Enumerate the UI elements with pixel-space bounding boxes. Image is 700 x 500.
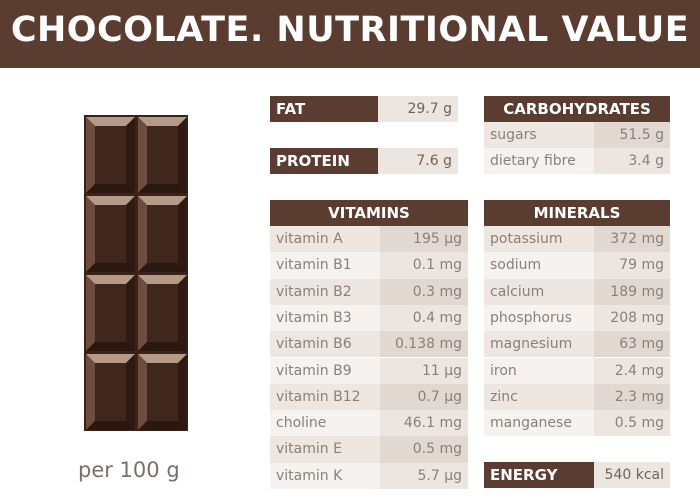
bar-part — [86, 342, 135, 351]
row-value: 0.1 mg — [380, 252, 468, 279]
row-label: potassium — [484, 226, 594, 253]
bar-part — [138, 263, 187, 272]
bar-part — [178, 196, 187, 272]
table-title: MINERALS — [484, 200, 670, 226]
box-value: 7.6 g — [378, 148, 458, 174]
row-label: calcium — [484, 278, 594, 305]
title: CHOCOLATE. NUTRITIONAL VALUE — [10, 10, 690, 50]
bar-part — [86, 117, 135, 126]
row-value: 63 mg — [594, 331, 670, 358]
row-label: sodium — [484, 252, 594, 279]
bar-part — [147, 126, 178, 184]
bar-part — [138, 354, 147, 430]
row-value: 195 µg — [380, 226, 468, 253]
row-value: 0.4 mg — [380, 304, 468, 332]
bar-part — [138, 354, 187, 363]
bar-part — [126, 354, 135, 430]
row-label: vitamin B9 — [270, 357, 380, 384]
row-label: vitamin B2 — [270, 278, 380, 305]
row-value: 189 mg — [594, 278, 670, 305]
bar-part — [86, 275, 95, 351]
row-value: 0.5 mg — [380, 436, 468, 463]
row-value: 51.5 g — [594, 122, 670, 148]
bar-part — [86, 184, 135, 193]
bar-part — [138, 184, 187, 193]
row-value: 11 µg — [380, 357, 468, 384]
row-value: 2.3 mg — [594, 383, 670, 411]
bar-part — [95, 126, 126, 184]
row-label: vitamin B3 — [270, 304, 380, 332]
bar-part — [138, 275, 187, 284]
bar-part — [147, 284, 178, 342]
row-label: dietary fibre — [484, 148, 594, 174]
bar-part — [138, 117, 147, 193]
row-label: vitamin E — [270, 436, 380, 463]
bar-part — [126, 117, 135, 193]
row-value: 0.3 mg — [380, 278, 468, 305]
row-label: zinc — [484, 383, 594, 411]
row-label: phosphorus — [484, 304, 594, 332]
bar-part — [126, 275, 135, 351]
row-label: vitamin B6 — [270, 331, 380, 358]
chocolate-bar — [84, 115, 188, 431]
row-value: 0.5 mg — [594, 410, 670, 437]
row-label: vitamin B12 — [270, 383, 380, 411]
bar-part — [86, 117, 95, 193]
bar-part — [178, 275, 187, 351]
bar-part — [138, 275, 147, 351]
bar-part — [95, 363, 126, 421]
bar-part — [178, 117, 187, 193]
row-label: iron — [484, 357, 594, 384]
bar-part — [147, 205, 178, 263]
bar-part — [138, 342, 187, 351]
row-value: 5.7 µg — [380, 462, 468, 489]
row-value: 0.138 mg — [380, 331, 468, 358]
row-value: 2.4 mg — [594, 357, 670, 384]
row-label: manganese — [484, 410, 594, 437]
bar-part — [138, 196, 187, 205]
bar-part — [138, 421, 187, 430]
box-label: FAT — [270, 96, 378, 122]
row-value: 46.1 mg — [380, 410, 468, 437]
box-value: 29.7 g — [378, 96, 458, 122]
bar-part — [126, 196, 135, 272]
row-label: choline — [270, 410, 380, 437]
row-label: vitamin K — [270, 462, 380, 489]
bar-part — [86, 263, 135, 272]
table-title: CARBOHYDRATES — [484, 96, 670, 122]
bar-part — [138, 117, 187, 126]
row-value: 79 mg — [594, 252, 670, 279]
bar-part — [86, 196, 95, 272]
box-label: PROTEIN — [270, 148, 378, 174]
row-value: 372 mg — [594, 226, 670, 253]
table-title: VITAMINS — [270, 200, 468, 226]
row-value: 208 mg — [594, 304, 670, 332]
row-label: sugars — [484, 122, 594, 148]
header-band — [0, 0, 700, 68]
bar-part — [86, 196, 135, 205]
bar-part — [86, 421, 135, 430]
bar-part — [86, 354, 95, 430]
bar-part — [95, 205, 126, 263]
row-label: vitamin A — [270, 226, 380, 253]
serving: per 100 g — [78, 458, 180, 482]
box-value: 540 kcal — [594, 462, 670, 488]
row-value: 3.4 g — [594, 148, 670, 174]
bar-part — [138, 196, 147, 272]
bar-part — [178, 354, 187, 430]
row-value: 0.7 µg — [380, 383, 468, 411]
bar-part — [95, 284, 126, 342]
bar-part — [86, 275, 135, 284]
row-label: magnesium — [484, 331, 594, 358]
row-label: vitamin B1 — [270, 252, 380, 279]
bar-part — [147, 363, 178, 421]
box-label: ENERGY — [484, 462, 594, 488]
bar-part — [86, 354, 135, 363]
